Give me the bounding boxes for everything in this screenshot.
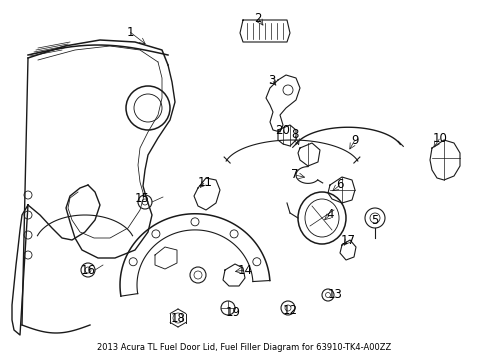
Text: 16: 16 [81,264,95,276]
Text: 10: 10 [432,131,447,144]
Text: 7: 7 [291,168,298,181]
Text: 2013 Acura TL Fuel Door Lid, Fuel Filler Diagram for 63910-TK4-A00ZZ: 2013 Acura TL Fuel Door Lid, Fuel Filler… [97,343,391,352]
Text: 5: 5 [370,213,378,226]
Text: 17: 17 [340,234,355,247]
Text: 1: 1 [126,26,134,39]
Text: 2: 2 [254,12,261,24]
Text: 8: 8 [291,129,298,141]
Text: 12: 12 [282,303,297,316]
Text: 9: 9 [350,134,358,147]
Text: 18: 18 [170,311,185,324]
Text: 14: 14 [237,264,252,276]
Text: 19: 19 [225,306,240,320]
Text: 15: 15 [134,192,149,204]
Text: 20: 20 [275,123,290,136]
Text: 3: 3 [268,73,275,86]
Text: 4: 4 [325,208,333,221]
Text: 6: 6 [336,179,343,192]
Text: 11: 11 [197,175,212,189]
Text: 13: 13 [327,288,342,302]
